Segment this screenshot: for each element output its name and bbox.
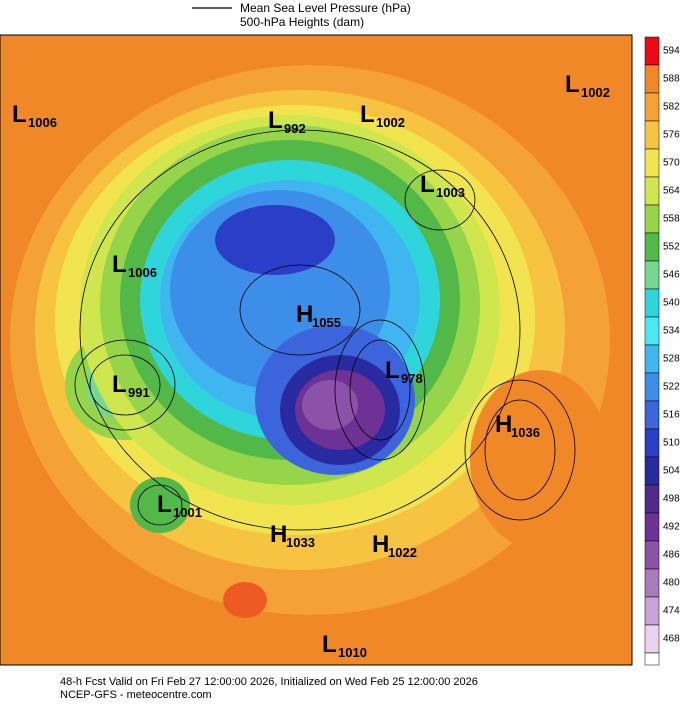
colorbar-label: 528 <box>663 354 680 365</box>
map <box>0 34 633 666</box>
colorbar-label: 594 <box>663 46 680 57</box>
colorbar-label: 570 <box>663 158 680 169</box>
colorbar-swatch <box>644 288 660 318</box>
colorbar-label: 516 <box>663 410 680 421</box>
colorbar-label: 540 <box>663 298 680 309</box>
colorbar-label: 492 <box>663 522 680 533</box>
footer-valid: 48-h Fcst Valid on Fri Feb 27 12:00:00 2… <box>60 676 478 688</box>
center-pressure: 1055 <box>312 315 341 330</box>
center-letter: L <box>322 631 337 658</box>
colorbar-swatch <box>644 232 660 262</box>
legend-mslp: Mean Sea Level Pressure (hPa) <box>240 1 411 15</box>
colorbar-swatch <box>644 512 660 542</box>
colorbar-label: 510 <box>663 438 680 449</box>
center-pressure: 1003 <box>436 185 465 200</box>
colorbar-swatch <box>644 64 660 94</box>
colorbar-label: 480 <box>663 578 680 589</box>
center-letter: L <box>385 357 400 384</box>
colorbar-swatch <box>644 148 660 178</box>
colorbar-swatch <box>644 596 660 626</box>
center-pressure: 1036 <box>511 425 540 440</box>
footer-source: NCEP-GFS - meteocentre.com <box>60 689 212 700</box>
center-letter: L <box>360 101 375 128</box>
colorbar-swatch <box>644 316 660 346</box>
center-pressure: 1006 <box>28 115 57 130</box>
colorbar-label: 588 <box>663 74 680 85</box>
colorbar-label: 582 <box>663 102 680 113</box>
colorbar-swatch <box>644 400 660 430</box>
center-pressure: 991 <box>128 385 150 400</box>
colorbar-swatch <box>644 344 660 374</box>
center-letter: H <box>372 531 389 558</box>
colorbar-label: 564 <box>663 186 680 197</box>
isobars <box>74 129 576 531</box>
center-letter: L <box>112 251 127 278</box>
colorbar-swatch <box>644 36 660 66</box>
center-letter: L <box>112 371 127 398</box>
legend-heights: 500-hPa Heights (dam) <box>240 15 364 29</box>
height-band <box>215 205 335 275</box>
colorbar-swatch <box>644 120 660 150</box>
colorbar-swatch <box>644 260 660 290</box>
colorbar-swatch <box>644 540 660 570</box>
colorbar-swatch <box>644 428 660 458</box>
center-pressure: 978 <box>401 371 423 386</box>
colorbar-label: 474 <box>663 606 680 617</box>
colorbar-swatch <box>644 372 660 402</box>
center-letter: H <box>495 411 512 438</box>
center-pressure: 1022 <box>388 545 417 560</box>
colorbar: 594 588 582 576 570 564 558 552 546 540 534 528 522 5… <box>644 36 680 654</box>
colorbar-label: 552 <box>663 242 680 253</box>
height-band <box>302 380 358 430</box>
center-pressure: 1002 <box>581 85 610 100</box>
colorbar-swatch <box>644 204 660 234</box>
colorbar-swatch <box>644 176 660 206</box>
center-pressure: 1006 <box>128 265 157 280</box>
colorbar-swatch <box>644 456 660 486</box>
center-letter: L <box>565 71 580 98</box>
colorbar-end <box>644 652 660 666</box>
center-letter: L <box>157 491 172 518</box>
center-pressure: 1001 <box>173 505 202 520</box>
center-pressure: 1033 <box>286 535 315 550</box>
center-pressure: 992 <box>284 121 306 136</box>
colorbar-swatch <box>644 624 660 654</box>
colorbar-swatch <box>644 568 660 598</box>
colorbar-label: 486 <box>663 550 680 561</box>
center-letter: H <box>296 301 313 328</box>
center-pressure: 1002 <box>376 115 405 130</box>
center-letter: L <box>420 171 435 198</box>
center-letter: L <box>12 101 27 128</box>
center-letter: L <box>268 107 283 134</box>
colorbar-swatch <box>644 92 660 122</box>
center-pressure: 1010 <box>338 645 367 660</box>
height-band <box>130 477 190 533</box>
colorbar-label: 522 <box>663 382 680 393</box>
colorbar-label: 546 <box>663 270 680 281</box>
height-band <box>223 582 267 618</box>
colorbar-label: 576 <box>663 130 680 141</box>
center-letter: H <box>270 521 287 548</box>
colorbar-label: 498 <box>663 494 680 505</box>
colorbar-label: 468 <box>663 634 680 645</box>
height-band <box>470 370 610 550</box>
colorbar-label: 558 <box>663 214 680 225</box>
colorbar-swatch <box>644 484 660 514</box>
colorbar-label: 504 <box>663 466 680 477</box>
colorbar-label: 534 <box>663 326 680 337</box>
